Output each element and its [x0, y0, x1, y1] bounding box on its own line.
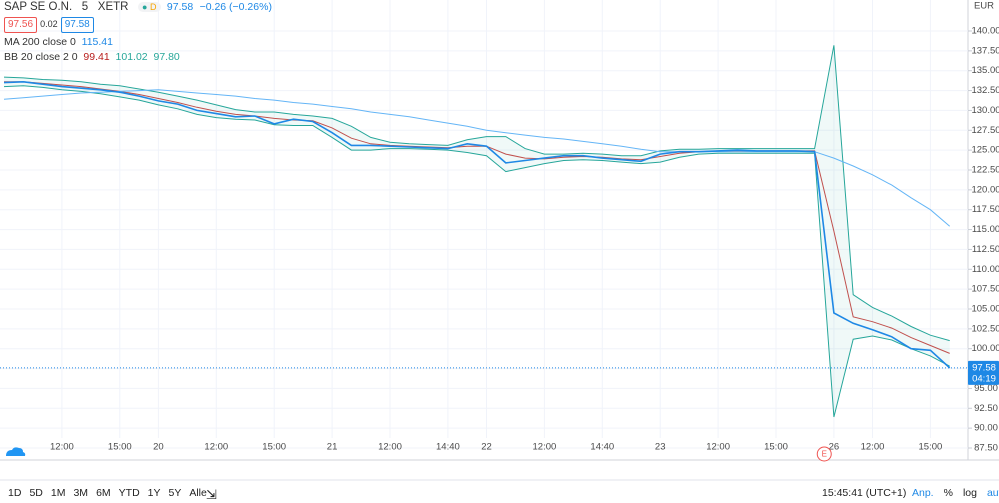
y-tick-label: 110.00 [972, 264, 999, 275]
exchange: XETR [97, 1, 129, 13]
date-range-icon[interactable]: ⇲ [206, 487, 217, 502]
y-tick-label: 137.50 [971, 45, 999, 56]
event-marker-circle [816, 446, 832, 462]
y-tick-label: 87.50 [974, 443, 998, 454]
y-tick-label: 102.50 [971, 323, 999, 334]
toolbar-button[interactable]: 1Y [147, 487, 161, 499]
bb-lower [3, 85, 950, 418]
x-tick-label: 12:00 [706, 442, 730, 453]
x-tick-label: 23 [655, 442, 666, 453]
x-tick-label: 15:00 [262, 442, 286, 453]
bb-name: BB 20 close 2 0 [4, 51, 78, 63]
bb-legend: BB 20 close 2 0 99.41 101.02 97.80 [4, 51, 180, 63]
x-tick-label: 15:00 [919, 442, 943, 453]
y-tick-label: 132.50 [971, 85, 999, 96]
price-tag: 97.58 [972, 362, 996, 373]
grid [0, 0, 968, 449]
y-tick-label: 127.50 [971, 125, 999, 136]
x-tick-label: 26 [829, 442, 840, 453]
price-tag-bg [968, 360, 999, 385]
y-tick-label: 130.00 [971, 105, 999, 116]
x-tick-label: 20 [153, 442, 164, 453]
x-tick-label: 12:00 [50, 442, 74, 453]
price-line [3, 80, 951, 369]
interval: 5 [81, 1, 89, 13]
toolbar-button[interactable]: YTD [118, 487, 140, 499]
toolbar-button[interactable]: 1D [8, 487, 22, 499]
toolbar-button[interactable]: auto [986, 487, 999, 499]
x-tick-label: 12:00 [533, 442, 557, 453]
price-change: −0.26 (−0.26%) [199, 1, 272, 13]
status-badge: ● D [138, 2, 161, 12]
bb-upper [3, 45, 950, 342]
y-tick-label: 115.00 [972, 224, 999, 235]
toolbar-button[interactable]: Alle [189, 487, 207, 499]
legend-title: SAP SE O.N. 5 XETR ● D 97.58 −0.26 (−0.2… [4, 1, 272, 13]
toolbar-button[interactable]: 5Y [168, 487, 182, 499]
y-tick-label: 107.50 [971, 284, 999, 295]
toolbar-button[interactable]: % [943, 487, 953, 499]
bid-button[interactable]: 97.56 [4, 17, 38, 33]
symbol: SAP SE O.N. [4, 1, 73, 13]
countdown: 04:19 [972, 373, 996, 384]
y-tick-label: 100.00 [971, 343, 999, 354]
bid-ask: 97.56 0.02 97.58 [4, 17, 94, 33]
ma-value: 115.41 [81, 36, 113, 48]
currency: EUR [974, 1, 994, 12]
y-tick-label: 90.00 [974, 423, 998, 434]
x-tick-label: 12:00 [204, 442, 228, 453]
range-buttons: 1D 5D 1M 3M 6M YTD 1Y 5Y Alle [8, 487, 215, 499]
y-tick-label: 125.00 [971, 145, 999, 156]
bb-lower: 97.80 [153, 51, 180, 63]
ask-button[interactable]: 97.58 [60, 17, 94, 33]
y-tick-label: 140.00 [971, 26, 999, 37]
x-tick-label: 15:00 [108, 442, 132, 453]
ma-legend: MA 200 close 0 115.41 [4, 36, 113, 48]
x-tick-label: 12:00 [861, 442, 885, 453]
bb-upper: 101.02 [115, 51, 148, 63]
x-tick-label: 22 [481, 442, 492, 453]
x-tick-label: 21 [327, 442, 338, 453]
y-tick-label: 135.00 [971, 65, 999, 76]
y-tick-label: 95.00 [974, 383, 998, 394]
x-tick-label: 14:40 [590, 442, 614, 453]
y-tick-label: 112.50 [972, 244, 999, 255]
logo [6, 447, 26, 456]
toolbar-button[interactable]: log [962, 487, 977, 499]
y-tick-label: 120.00 [971, 184, 999, 195]
toolbar-button[interactable]: 6M [96, 487, 111, 499]
spread: 0.02 [40, 19, 58, 29]
toolbar-button[interactable]: 5D [29, 487, 43, 499]
y-tick-label: 122.50 [971, 165, 999, 176]
y-tick-label: 105.00 [971, 304, 999, 315]
x-tick-label: 14:40 [436, 442, 460, 453]
badge: D [150, 2, 157, 12]
event-marker: E [822, 450, 827, 459]
toolbar-button[interactable]: Anp. [912, 487, 934, 499]
clock: 15:45:41 (UTC+1) [822, 487, 907, 499]
scale-options: Anp.% logauto [912, 487, 999, 499]
x-tick-label: 12:00 [378, 442, 402, 453]
ma-name: MA 200 close 0 [4, 36, 76, 48]
toolbar-button[interactable]: 3M [73, 487, 89, 499]
last-price: 97.58 [166, 1, 194, 13]
y-tick-label: 117.50 [972, 204, 999, 215]
y-tick-label: 92.50 [974, 403, 998, 414]
bb-basis: 99.41 [83, 51, 110, 63]
toolbar-button[interactable]: 1M [50, 487, 66, 499]
x-tick-label: 15:00 [764, 442, 788, 453]
